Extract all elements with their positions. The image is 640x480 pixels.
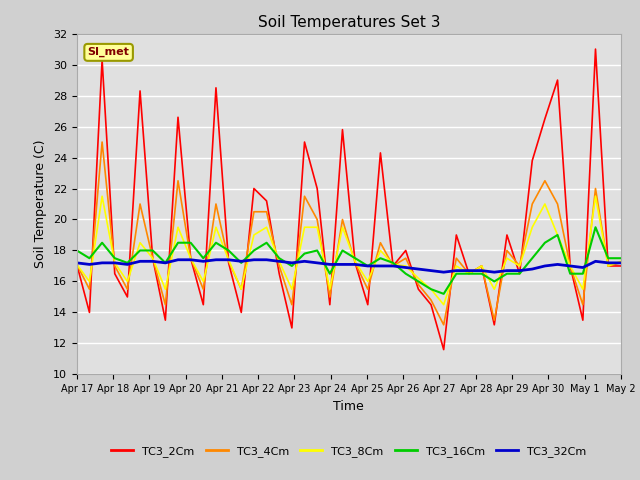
Text: SI_met: SI_met	[88, 47, 129, 58]
Title: Soil Temperatures Set 3: Soil Temperatures Set 3	[257, 15, 440, 30]
Y-axis label: Soil Temperature (C): Soil Temperature (C)	[35, 140, 47, 268]
X-axis label: Time: Time	[333, 400, 364, 413]
Legend: TC3_2Cm, TC3_4Cm, TC3_8Cm, TC3_16Cm, TC3_32Cm: TC3_2Cm, TC3_4Cm, TC3_8Cm, TC3_16Cm, TC3…	[107, 441, 591, 461]
